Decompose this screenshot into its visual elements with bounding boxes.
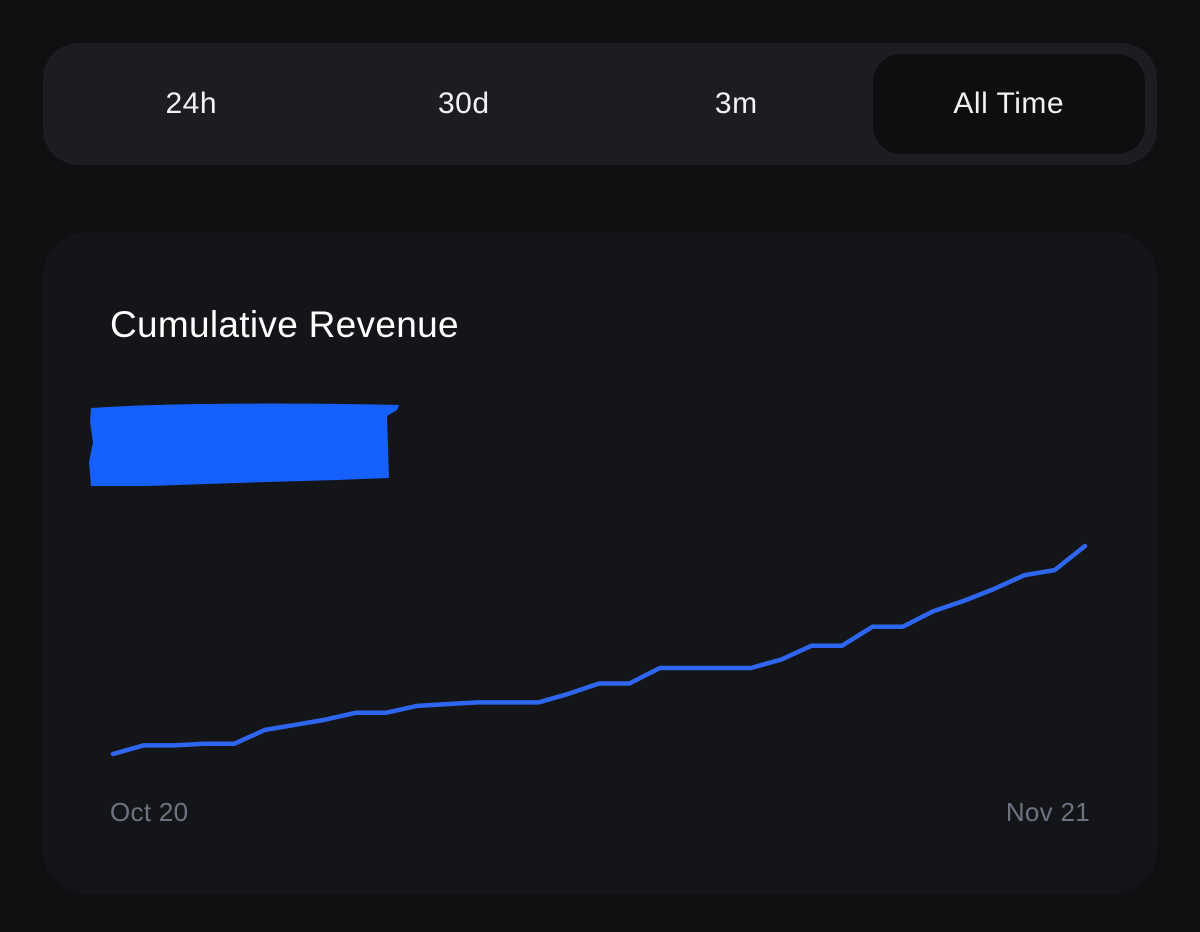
card-title: Cumulative Revenue <box>110 304 459 345</box>
x-axis-end-label: Nov 21 <box>1005 797 1090 827</box>
x-axis-start-label: Oct 20 <box>110 797 189 827</box>
redaction-scribble <box>89 403 399 486</box>
revenue-series-line <box>110 543 1088 757</box>
tab-30d[interactable]: 30d <box>437 87 490 120</box>
tab-24h[interactable]: 24h <box>165 87 218 120</box>
revenue-line-chart <box>110 543 1088 757</box>
time-range-selector: 24h 30d 3m All Time <box>43 43 1157 165</box>
tab-all-time[interactable]: All Time <box>872 54 1145 154</box>
tab-3m[interactable]: 3m <box>714 87 758 120</box>
cumulative-revenue-card: Cumulative Revenue Oct 20 Nov 21 <box>43 232 1157 894</box>
